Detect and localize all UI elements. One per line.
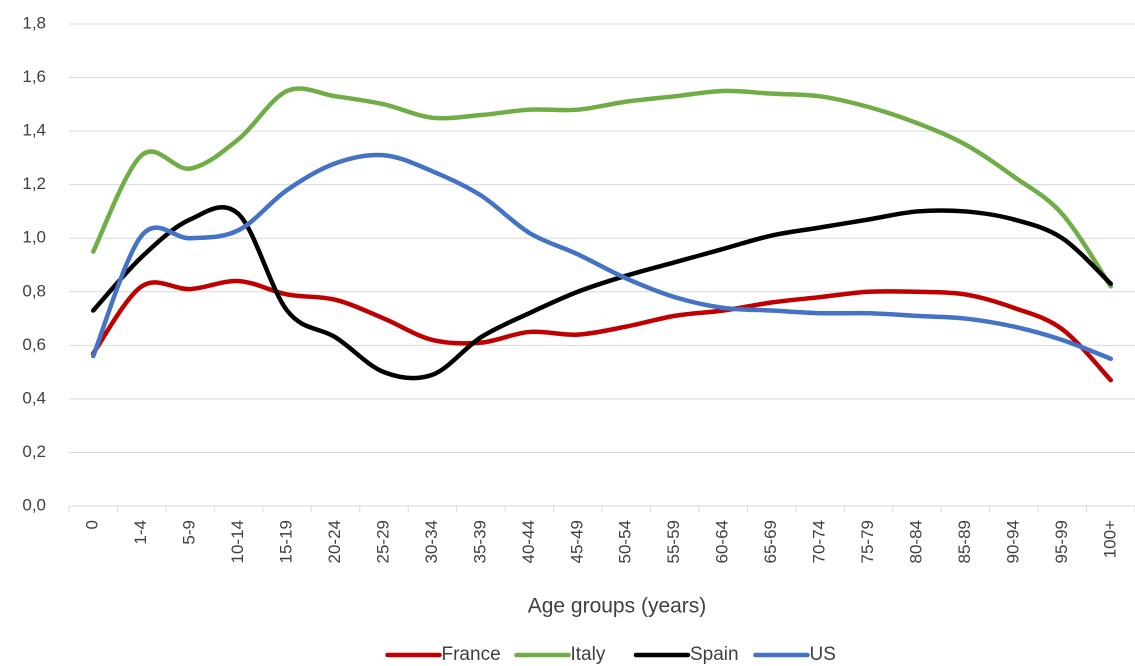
- x-tick-label: 65-69: [761, 520, 780, 563]
- x-tick-label: 80-84: [906, 520, 925, 563]
- x-tick-label: 1-4: [131, 520, 150, 545]
- x-tick-label: 50-54: [616, 520, 635, 563]
- x-tick-label: 55-59: [664, 520, 683, 563]
- y-tick-label: 1,2: [22, 174, 46, 193]
- x-tick-label: 0: [83, 520, 102, 529]
- y-tick-label: 0,0: [22, 495, 46, 514]
- x-tick-label: 45-49: [567, 520, 586, 563]
- x-tick-label: 20-24: [325, 520, 344, 563]
- legend-label: Italy: [571, 644, 606, 665]
- x-tick-label: 90-94: [1003, 520, 1022, 563]
- legend-label: US: [810, 644, 836, 665]
- x-tick-label: 25-29: [373, 520, 392, 563]
- series-line: [90, 86, 1114, 289]
- series-line: [90, 152, 1114, 361]
- x-axis-title: Age groups (years): [528, 595, 707, 618]
- y-tick-label: 1,4: [22, 121, 46, 140]
- y-tick-label: 0,8: [22, 281, 46, 300]
- y-tick-label: 0,2: [22, 442, 46, 461]
- x-tick-label: 30-34: [422, 520, 441, 563]
- legend-label: France: [442, 644, 501, 665]
- y-tick-label: 1,8: [22, 13, 46, 32]
- y-tick-label: 0,4: [22, 388, 46, 407]
- series-line: [90, 205, 1114, 381]
- legend-label: Spain: [690, 644, 739, 665]
- x-tick-label: 35-39: [470, 520, 489, 563]
- series-line: [90, 278, 1114, 383]
- x-tick-label: 75-79: [858, 520, 877, 563]
- x-tick-label: 5-9: [180, 520, 199, 545]
- y-tick-label: 1,6: [22, 67, 46, 86]
- x-tick-label: 85-89: [955, 520, 974, 563]
- y-tick-label: 0,6: [22, 335, 46, 354]
- y-tick-label: 1,0: [22, 228, 46, 247]
- x-tick-label: 70-74: [810, 520, 829, 563]
- x-tick-label: 15-19: [277, 520, 296, 563]
- x-tick-label: 95-99: [1052, 520, 1071, 563]
- x-tick-label: 10-14: [228, 520, 247, 563]
- x-tick-label: 40-44: [519, 520, 538, 563]
- x-tick-label: 60-64: [713, 520, 732, 563]
- x-tick-label: 100+: [1100, 520, 1119, 558]
